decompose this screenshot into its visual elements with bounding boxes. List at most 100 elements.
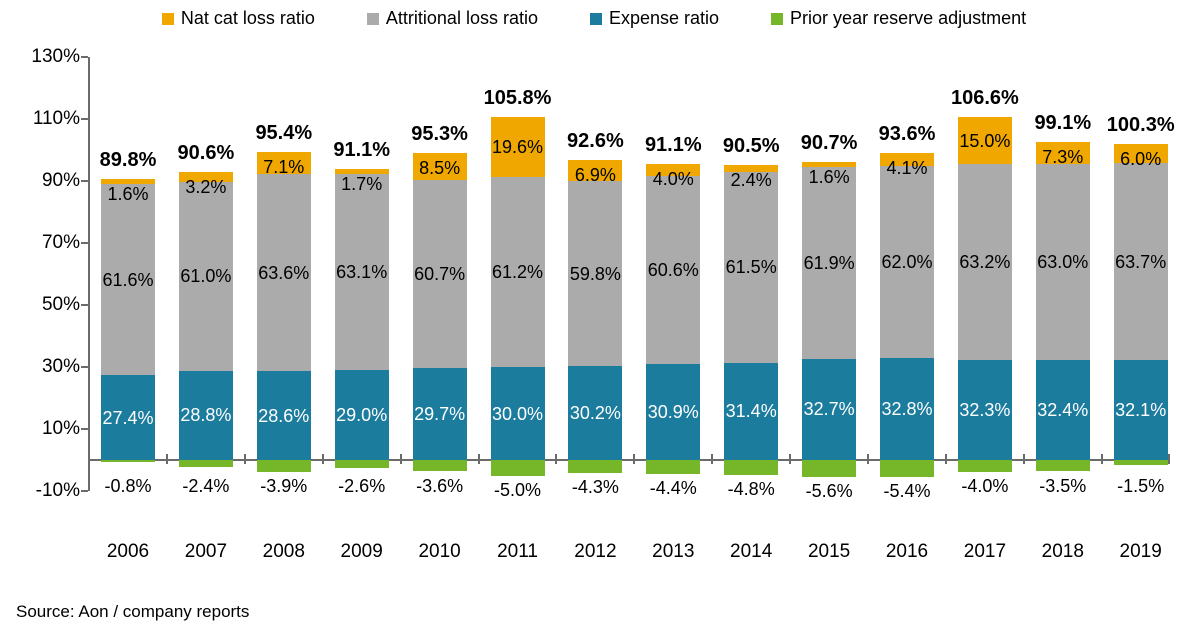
bar-segment-natcat-2011 [490, 116, 545, 178]
label-total-2007: 90.6% [177, 141, 235, 164]
y-axis-tick-label: 90% [41, 170, 80, 191]
bar-segment-attritional-2017 [957, 163, 1012, 360]
y-axis-tick [81, 366, 88, 368]
x-axis-tick [165, 454, 168, 464]
label-expense-2011: 30.0% [491, 403, 544, 424]
label-prioryear-2013: -4.4% [649, 477, 697, 498]
y-axis-tick-label: 70% [41, 232, 80, 253]
label-total-2019: 100.3% [1106, 114, 1175, 137]
bar-segment-expense-2006 [101, 375, 155, 460]
label-attritional-2017: 63.2% [959, 251, 1011, 272]
label-natcat-2009: 1.7% [341, 174, 383, 195]
label-expense-2015: 32.7% [803, 399, 855, 420]
bar-segment-attritional-2013 [646, 176, 701, 365]
label-total-2010: 95.3% [411, 123, 468, 146]
x-axis-tick [711, 454, 714, 464]
x-axis-label-2011: 2011 [497, 541, 538, 562]
bar-segment-prioryear-2013 [646, 460, 701, 474]
bar-segment-attritional-2007 [178, 181, 233, 371]
bar-segment-attritional-2016 [880, 166, 934, 359]
x-axis-tick [867, 454, 870, 464]
x-axis-tick [243, 454, 246, 464]
label-prioryear-2010: -3.6% [416, 476, 464, 496]
y-axis-tick-label: 30% [41, 356, 80, 377]
label-attritional-2018: 63.0% [1037, 251, 1089, 272]
label-total-2013: 91.1% [644, 133, 702, 156]
legend-item: Attritional loss ratio [366, 8, 538, 29]
x-axis-label-2019: 2019 [1119, 541, 1162, 562]
label-prioryear-2008: -3.9% [260, 476, 308, 497]
label-natcat-2006: 1.6% [107, 184, 149, 205]
legend-swatch-icon [366, 12, 379, 25]
label-expense-2012: 30.2% [569, 403, 621, 424]
x-axis-tick [321, 454, 324, 464]
x-axis-label-2015: 2015 [807, 541, 851, 562]
label-attritional-2007: 61.0% [180, 266, 232, 287]
legend-label: Expense ratio [608, 8, 720, 28]
label-natcat-2010: 8.5% [419, 158, 461, 179]
bar-segment-expense-2007 [178, 370, 233, 460]
label-expense-2017: 32.3% [959, 399, 1011, 420]
bar-segment-attritional-2015 [802, 166, 857, 359]
label-total-2015: 90.7% [800, 131, 858, 154]
x-axis-label-2012: 2012 [574, 541, 617, 562]
label-prioryear-2014: -4.8% [727, 478, 775, 499]
label-natcat-2007: 3.2% [185, 176, 227, 197]
label-prioryear-2009: -2.6% [338, 476, 386, 496]
legend-item: Expense ratio [589, 8, 720, 29]
bar-segment-prioryear-2009 [334, 460, 389, 469]
bar-segment-prioryear-2015 [802, 460, 857, 478]
x-axis-tick [1168, 454, 1170, 464]
bar-segment-natcat-2014 [724, 164, 779, 172]
x-axis-label-2010: 2010 [418, 541, 461, 562]
label-total-2012: 92.6% [567, 129, 624, 152]
bar-segment-prioryear-2018 [1035, 460, 1090, 471]
label-prioryear-2006: -0.8% [104, 476, 152, 496]
bar-segment-prioryear-2010 [412, 460, 467, 472]
label-attritional-2019: 63.7% [1115, 251, 1167, 272]
bar-segment-natcat-2017 [957, 117, 1012, 164]
label-expense-2009: 29.0% [336, 405, 388, 426]
label-natcat-2014: 2.4% [730, 169, 772, 190]
label-attritional-2012: 59.8% [569, 263, 621, 284]
label-attritional-2016: 62.0% [881, 252, 933, 273]
chart-legend: Nat cat loss ratio Attritional loss ratio… [0, 8, 1188, 29]
y-axis-tick [81, 180, 88, 182]
bar-segment-natcat-2007 [178, 171, 233, 182]
label-expense-2014: 31.4% [725, 401, 777, 422]
label-total-2016: 93.6% [878, 123, 936, 146]
label-natcat-2008: 7.1% [263, 157, 305, 178]
y-axis-tick [81, 56, 88, 58]
label-natcat-2019: 6.0% [1120, 149, 1162, 170]
label-attritional-2008: 63.6% [258, 262, 310, 283]
label-expense-2008: 28.6% [258, 405, 310, 426]
bar-segment-attritional-2010 [412, 179, 467, 368]
y-axis-tick [81, 490, 88, 492]
label-prioryear-2018: -3.5% [1039, 476, 1087, 496]
x-axis-label-2017: 2017 [963, 541, 1007, 562]
x-axis-label-2013: 2013 [652, 541, 695, 562]
bar-segment-expense-2014 [724, 362, 779, 460]
y-axis-tick-label: -10% [35, 480, 80, 501]
x-axis-label-2009: 2009 [340, 541, 383, 562]
bar-segment-expense-2017 [957, 359, 1012, 460]
x-axis-tick [477, 454, 480, 464]
bar-segment-expense-2008 [256, 371, 311, 460]
label-natcat-2018: 7.3% [1042, 146, 1084, 167]
label-attritional-2009: 63.1% [336, 262, 388, 283]
label-natcat-2017: 15.0% [959, 130, 1011, 151]
label-expense-2013: 30.9% [647, 402, 699, 423]
label-expense-2019: 32.1% [1115, 400, 1167, 421]
y-axis-tick-label: 110% [32, 108, 80, 129]
bar-segment-prioryear-2006 [101, 460, 155, 463]
y-axis-tick-label: 10% [41, 418, 80, 439]
bar-segment-natcat-2018 [1035, 141, 1090, 165]
y-axis-line [88, 57, 90, 491]
bar-segment-prioryear-2008 [256, 460, 311, 473]
bar-segment-attritional-2014 [724, 172, 779, 363]
x-axis-tick [1100, 454, 1103, 464]
y-axis-tick-label: 50% [41, 294, 80, 315]
x-axis-label-2018: 2018 [1041, 541, 1084, 562]
